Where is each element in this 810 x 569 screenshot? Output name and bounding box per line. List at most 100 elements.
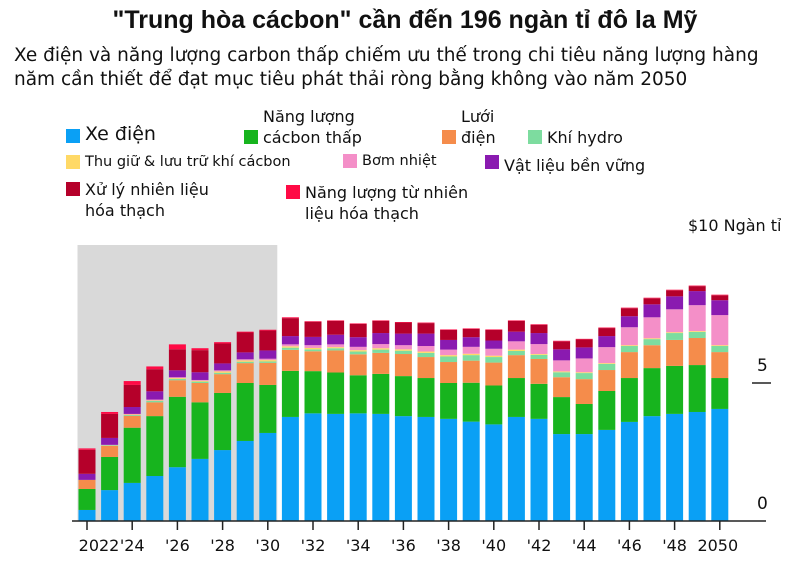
bar-segment-2035-8 xyxy=(372,320,390,321)
bar-segment-2044-2 xyxy=(575,379,593,404)
bar-segment-2032-6 xyxy=(304,336,322,346)
bar-segment-2037-6 xyxy=(417,333,435,347)
bar-segment-2049-4 xyxy=(688,331,706,332)
bar-segment-2038-3 xyxy=(440,356,458,363)
bar-segment-2033-6 xyxy=(327,334,345,345)
bar-segment-2046-3 xyxy=(620,346,638,353)
bar-segment-2045-2 xyxy=(598,370,616,392)
x-tick-label: '48 xyxy=(662,536,687,555)
legend-swatch xyxy=(244,130,258,144)
bar-segment-2034-2 xyxy=(349,354,367,376)
bar-segment-2023-0 xyxy=(101,490,119,521)
bar-segment-2028-5 xyxy=(214,370,232,372)
bar-segment-2022-1 xyxy=(78,488,96,510)
bar-segment-2027-5 xyxy=(191,379,209,381)
bar-segment-2025-2 xyxy=(146,402,164,417)
bar-segment-2022-0 xyxy=(78,509,96,521)
x-tick-label: '38 xyxy=(436,536,461,555)
x-tick-label: 2050 xyxy=(697,536,738,555)
legend-swatch xyxy=(66,155,80,169)
bar-segment-2041-8 xyxy=(507,320,525,321)
bar-segment-2042-3 xyxy=(530,354,548,359)
x-tick-label: '24 xyxy=(120,536,145,555)
bar-segment-2035-4 xyxy=(372,348,390,350)
bar-segment-2036-0 xyxy=(394,416,412,521)
bar-segment-2045-6 xyxy=(598,336,616,348)
legend-item-ccs: Thu giữ & lưu trữ khí cácbon xyxy=(66,152,291,173)
bar-segment-2033-5 xyxy=(327,344,345,348)
bar-segment-2030-6 xyxy=(259,350,277,359)
bar-segment-2025-5 xyxy=(146,399,164,401)
legend-swatch xyxy=(528,130,542,144)
bar-segment-2031-0 xyxy=(281,416,299,521)
bar-segment-2040-2 xyxy=(485,362,503,386)
bar-segment-2027-2 xyxy=(191,383,209,403)
bar-segment-2035-5 xyxy=(372,344,390,349)
bar-segment-2029-2 xyxy=(236,363,254,383)
bar-segment-2049-6 xyxy=(688,291,706,306)
bar-segment-2023-8 xyxy=(101,411,119,414)
bar-segment-2035-3 xyxy=(372,349,390,353)
bar-segment-2047-2 xyxy=(643,345,661,369)
bar-segment-2049-0 xyxy=(688,411,706,521)
bar-segment-2038-8 xyxy=(440,329,458,331)
bar-segment-2025-3 xyxy=(146,400,164,403)
legend-item-ev: Xe điện xyxy=(66,124,156,145)
bar-segment-2025-7 xyxy=(146,369,164,392)
bar-segment-2044-0 xyxy=(575,434,593,521)
bar-segment-2034-7 xyxy=(349,323,367,338)
bar-segment-2039-4 xyxy=(462,353,480,356)
bar-segment-2030-1 xyxy=(259,384,277,433)
legend-swatch xyxy=(442,130,456,144)
bar-segment-2048-6 xyxy=(666,296,684,310)
bar-segment-2024-8 xyxy=(123,381,141,385)
legend-item-hydrogen: Khí hydro xyxy=(528,127,623,148)
y-tick-label-5: 5 xyxy=(757,356,768,376)
legend-item-fossil-energy: Năng lượng từ nhiên liệu hóa thạch xyxy=(286,182,468,224)
bar-segment-2041-2 xyxy=(507,355,525,379)
bar-segment-2030-4 xyxy=(259,360,277,362)
legend-item-grid: Lưới điện xyxy=(442,106,496,148)
bar-segment-2043-0 xyxy=(553,434,571,521)
bar-segment-2029-4 xyxy=(236,360,254,362)
legend-swatch xyxy=(485,155,499,169)
bar-segment-2042-7 xyxy=(530,324,548,334)
bar-segment-2035-1 xyxy=(372,373,390,414)
x-tick-label: '34 xyxy=(346,536,371,555)
bar-segment-2032-8 xyxy=(304,321,322,322)
bar-segment-2032-0 xyxy=(304,413,322,521)
bar-segment-2046-5 xyxy=(620,327,638,346)
bar-segment-2044-5 xyxy=(575,358,593,373)
bar-segment-2044-3 xyxy=(575,373,593,380)
bar-segment-2023-3 xyxy=(101,445,119,446)
bar-segment-2040-0 xyxy=(485,424,503,521)
bar-segment-2025-4 xyxy=(146,400,164,401)
bar-segment-2039-1 xyxy=(462,382,480,422)
bar-segment-2032-2 xyxy=(304,351,322,372)
bar-segment-2030-5 xyxy=(259,358,277,361)
x-tick-label: '42 xyxy=(527,536,552,555)
x-tick-label: '36 xyxy=(391,536,416,555)
legend-item-fossil-processing: Xử lý nhiên liệu hóa thạch xyxy=(66,179,209,221)
bar-segment-2041-3 xyxy=(507,350,525,356)
chart-title: "Trung hòa cácbon" cần đến 196 ngàn tỉ đ… xyxy=(112,6,698,34)
bar-segment-2039-7 xyxy=(462,328,480,338)
bar-segment-2023-1 xyxy=(101,456,119,491)
bar-segment-2031-3 xyxy=(281,347,299,350)
bar-segment-2026-0 xyxy=(168,467,186,521)
bar-segment-2048-5 xyxy=(666,309,684,333)
bar-segment-2050-0 xyxy=(711,408,729,521)
bar-segment-2048-4 xyxy=(666,332,684,334)
bar-segment-2043-5 xyxy=(553,360,571,372)
bar-segment-2050-6 xyxy=(711,300,729,316)
bar-segment-2039-8 xyxy=(462,328,480,329)
bar-segment-2026-5 xyxy=(168,377,186,379)
bar-segment-2042-2 xyxy=(530,358,548,384)
bar-segment-2044-1 xyxy=(575,403,593,435)
bar-segment-2045-8 xyxy=(598,327,616,329)
bar-segment-2050-7 xyxy=(711,295,729,301)
bar-segment-2039-3 xyxy=(462,355,480,361)
bar-segment-2045-0 xyxy=(598,429,616,521)
